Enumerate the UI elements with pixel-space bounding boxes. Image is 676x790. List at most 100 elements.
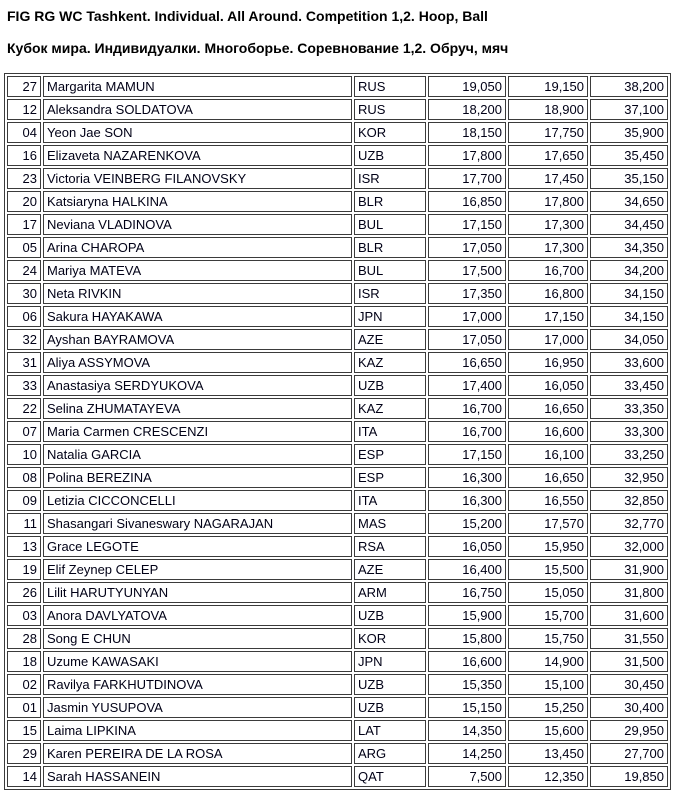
bib-cell: 02 xyxy=(7,674,41,695)
bib-cell: 20 xyxy=(7,191,41,212)
table-row: 31 Aliya ASSYMOVA KAZ 16,650 16,950 33,6… xyxy=(7,352,668,373)
table-row: 24 Mariya MATEVA BUL 17,500 16,700 34,20… xyxy=(7,260,668,281)
table-row: 14 Sarah HASSANEIN QAT 7,500 12,350 19,8… xyxy=(7,766,668,787)
results-body: 27 Margarita MAMUN RUS 19,050 19,150 38,… xyxy=(7,76,668,787)
nation-cell: BUL xyxy=(354,214,426,235)
results-table: 27 Margarita MAMUN RUS 19,050 19,150 38,… xyxy=(4,73,671,790)
score1-cell: 17,700 xyxy=(428,168,506,189)
bib-cell: 29 xyxy=(7,743,41,764)
name-cell: Aliya ASSYMOVA xyxy=(43,352,352,373)
total-cell: 33,350 xyxy=(590,398,668,419)
nation-cell: ARG xyxy=(354,743,426,764)
bib-cell: 19 xyxy=(7,559,41,580)
nation-cell: ESP xyxy=(354,444,426,465)
nation-cell: KOR xyxy=(354,122,426,143)
score1-cell: 16,850 xyxy=(428,191,506,212)
name-cell: Selina ZHUMATAYEVA xyxy=(43,398,352,419)
score2-cell: 17,300 xyxy=(508,237,588,258)
score2-cell: 13,450 xyxy=(508,743,588,764)
bib-cell: 18 xyxy=(7,651,41,672)
total-cell: 34,450 xyxy=(590,214,668,235)
score2-cell: 17,650 xyxy=(508,145,588,166)
total-cell: 19,850 xyxy=(590,766,668,787)
score1-cell: 16,400 xyxy=(428,559,506,580)
bib-cell: 28 xyxy=(7,628,41,649)
score1-cell: 7,500 xyxy=(428,766,506,787)
bib-cell: 26 xyxy=(7,582,41,603)
nation-cell: MAS xyxy=(354,513,426,534)
nation-cell: BLR xyxy=(354,237,426,258)
score1-cell: 16,650 xyxy=(428,352,506,373)
name-cell: Natalia GARCIA xyxy=(43,444,352,465)
score2-cell: 15,750 xyxy=(508,628,588,649)
bib-cell: 17 xyxy=(7,214,41,235)
name-cell: Song E CHUN xyxy=(43,628,352,649)
table-row: 22 Selina ZHUMATAYEVA KAZ 16,700 16,650 … xyxy=(7,398,668,419)
total-cell: 34,150 xyxy=(590,283,668,304)
score1-cell: 17,050 xyxy=(428,329,506,350)
table-row: 10 Natalia GARCIA ESP 17,150 16,100 33,2… xyxy=(7,444,668,465)
table-row: 28 Song E CHUN KOR 15,800 15,750 31,550 xyxy=(7,628,668,649)
name-cell: Anora DAVLYATOVA xyxy=(43,605,352,626)
score2-cell: 18,900 xyxy=(508,99,588,120)
total-cell: 32,950 xyxy=(590,467,668,488)
nation-cell: UZB xyxy=(354,697,426,718)
score1-cell: 14,350 xyxy=(428,720,506,741)
nation-cell: RUS xyxy=(354,76,426,97)
name-cell: Laima LIPKINA xyxy=(43,720,352,741)
total-cell: 31,600 xyxy=(590,605,668,626)
score2-cell: 19,150 xyxy=(508,76,588,97)
nation-cell: QAT xyxy=(354,766,426,787)
nation-cell: ARM xyxy=(354,582,426,603)
score1-cell: 19,050 xyxy=(428,76,506,97)
bib-cell: 31 xyxy=(7,352,41,373)
table-row: 03 Anora DAVLYATOVA UZB 15,900 15,700 31… xyxy=(7,605,668,626)
total-cell: 34,200 xyxy=(590,260,668,281)
total-cell: 32,000 xyxy=(590,536,668,557)
table-row: 18 Uzume KAWASAKI JPN 16,600 14,900 31,5… xyxy=(7,651,668,672)
name-cell: Maria Carmen CRESCENZI xyxy=(43,421,352,442)
score2-cell: 16,600 xyxy=(508,421,588,442)
nation-cell: AZE xyxy=(354,329,426,350)
total-cell: 34,650 xyxy=(590,191,668,212)
total-cell: 37,100 xyxy=(590,99,668,120)
bib-cell: 16 xyxy=(7,145,41,166)
score2-cell: 17,150 xyxy=(508,306,588,327)
table-row: 17 Neviana VLADINOVA BUL 17,150 17,300 3… xyxy=(7,214,668,235)
bib-cell: 23 xyxy=(7,168,41,189)
nation-cell: LAT xyxy=(354,720,426,741)
total-cell: 31,900 xyxy=(590,559,668,580)
total-cell: 33,300 xyxy=(590,421,668,442)
bib-cell: 10 xyxy=(7,444,41,465)
score2-cell: 16,550 xyxy=(508,490,588,511)
page-subtitle: Кубок мира. Индивидуалки. Многоборье. Со… xyxy=(7,40,509,56)
total-cell: 31,550 xyxy=(590,628,668,649)
nation-cell: ISR xyxy=(354,283,426,304)
table-row: 27 Margarita MAMUN RUS 19,050 19,150 38,… xyxy=(7,76,668,97)
name-cell: Ravilya FARKHUTDINOVA xyxy=(43,674,352,695)
bib-cell: 01 xyxy=(7,697,41,718)
bib-cell: 09 xyxy=(7,490,41,511)
score2-cell: 16,100 xyxy=(508,444,588,465)
total-cell: 32,850 xyxy=(590,490,668,511)
score1-cell: 14,250 xyxy=(428,743,506,764)
score1-cell: 15,150 xyxy=(428,697,506,718)
nation-cell: JPN xyxy=(354,651,426,672)
name-cell: Polina BEREZINA xyxy=(43,467,352,488)
total-cell: 32,770 xyxy=(590,513,668,534)
score2-cell: 17,800 xyxy=(508,191,588,212)
score1-cell: 15,800 xyxy=(428,628,506,649)
bib-cell: 15 xyxy=(7,720,41,741)
score2-cell: 14,900 xyxy=(508,651,588,672)
total-cell: 33,450 xyxy=(590,375,668,396)
score2-cell: 17,750 xyxy=(508,122,588,143)
table-row: 15 Laima LIPKINA LAT 14,350 15,600 29,95… xyxy=(7,720,668,741)
nation-cell: ESP xyxy=(354,467,426,488)
nation-cell: ITA xyxy=(354,490,426,511)
score2-cell: 17,300 xyxy=(508,214,588,235)
bib-cell: 22 xyxy=(7,398,41,419)
nation-cell: JPN xyxy=(354,306,426,327)
table-row: 30 Neta RIVKIN ISR 17,350 16,800 34,150 xyxy=(7,283,668,304)
table-row: 07 Maria Carmen CRESCENZI ITA 16,700 16,… xyxy=(7,421,668,442)
